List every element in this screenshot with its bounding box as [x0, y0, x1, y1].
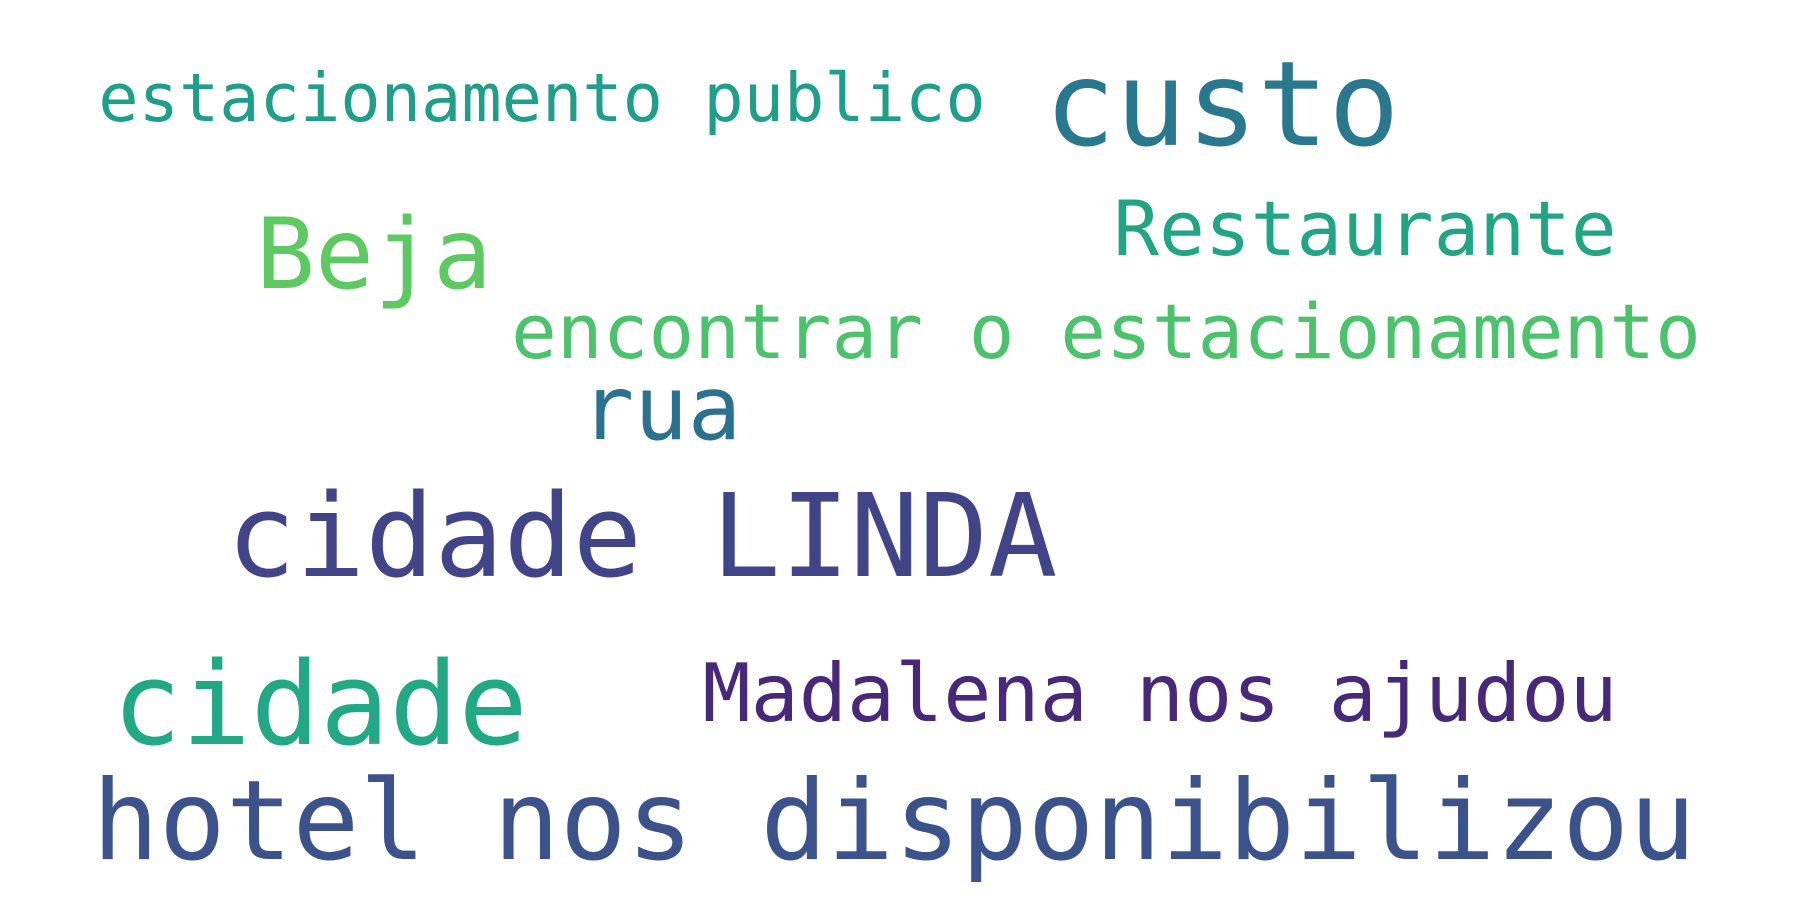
word-label: encontrar o estacionamento: [511, 287, 1701, 376]
word-hotel-nos-disponibilizou: hotel nos disponibilizou: [92, 756, 1696, 886]
word-restaurante: Restaurante: [1090, 184, 1640, 274]
word-label: Madalena nos ajudou: [702, 647, 1618, 740]
word-cidade-linda: cidade LINDA: [206, 470, 1078, 604]
word-label: Restaurante: [1113, 184, 1617, 273]
word-label: rua: [580, 355, 742, 460]
word-encontrar-o-estacionamento: encontrar o estacionamento: [424, 286, 1788, 378]
word-rua: rua: [568, 356, 754, 460]
word-custo: custo: [1042, 36, 1402, 172]
word-label: custo: [1044, 35, 1400, 173]
word-label: Beja: [255, 198, 492, 312]
word-madalena-nos-ajudou: Madalena nos ajudou: [680, 646, 1640, 742]
word-label: cidade LINDA: [226, 469, 1058, 604]
word-estacionamento-publico: estacionamento publico: [42, 56, 1042, 140]
word-cidade: cidade: [108, 638, 532, 772]
word-beja: Beja: [242, 196, 506, 314]
word-label: estacionamento publico: [98, 58, 986, 137]
word-label: cidade: [112, 637, 528, 772]
word-label: hotel nos disponibilizou: [92, 756, 1696, 886]
